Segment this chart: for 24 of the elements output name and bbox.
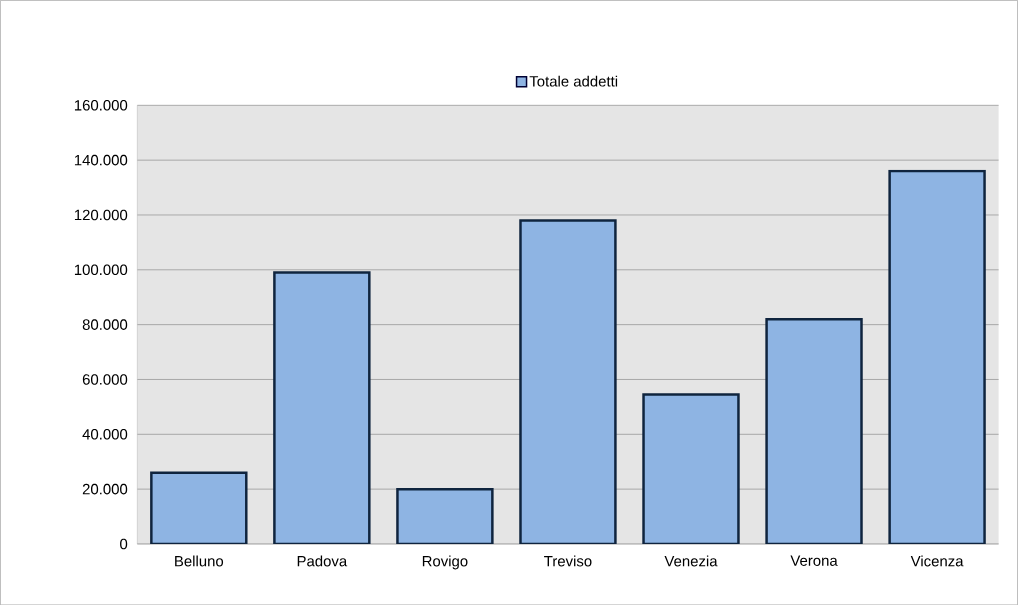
x-tick-label: Padova xyxy=(297,555,348,567)
y-tick-label: 120.000 xyxy=(74,209,128,221)
y-tick-label: 20.000 xyxy=(82,483,128,495)
y-tick-label: 100.000 xyxy=(74,264,128,275)
bar xyxy=(396,487,494,544)
x-tick-label: Verona xyxy=(790,555,838,566)
x-tick-label: Belluno xyxy=(175,555,224,567)
bar xyxy=(642,393,740,544)
bar xyxy=(888,169,986,544)
bar xyxy=(765,317,863,544)
bar xyxy=(519,219,617,544)
bar xyxy=(150,471,248,544)
bar xyxy=(273,271,371,544)
y-tick-label: 80.000 xyxy=(82,319,128,330)
y-tick-label: 60.000 xyxy=(82,374,128,385)
x-tick-label: Treviso xyxy=(544,555,592,567)
y-tick-label: 160.000 xyxy=(74,99,128,111)
y-tick-label: 40.000 xyxy=(82,428,128,440)
legend-label: Totale addetti xyxy=(529,75,618,87)
x-tick-label: Rovigo xyxy=(422,555,468,570)
x-tick-label: Venezia xyxy=(664,555,718,567)
x-tick-label: Vicenza xyxy=(910,555,964,567)
y-tick-label: 0 xyxy=(120,538,128,550)
y-tick-label: 140.000 xyxy=(74,154,128,166)
